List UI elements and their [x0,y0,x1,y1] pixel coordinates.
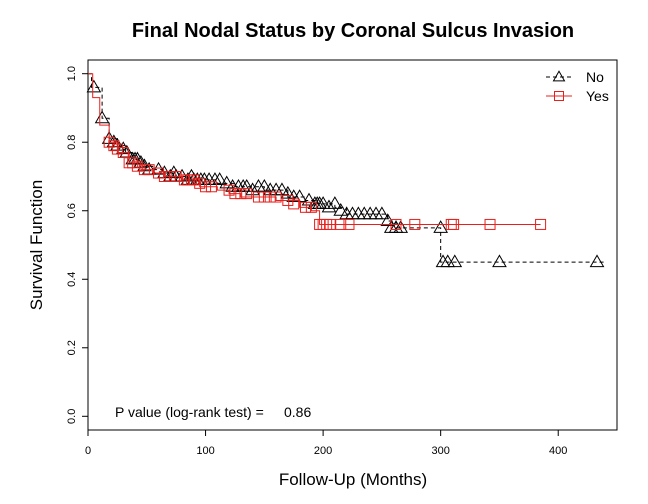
censor-mark [324,218,336,230]
y-tick-label: 0.6 [66,203,78,218]
series-yes [88,73,547,230]
legend-item-yes: Yes [546,88,609,104]
censor-mark [299,201,311,213]
censor-mark [433,220,449,233]
censor-mark [117,147,129,158]
censor-mark [447,254,463,268]
censor-mark [131,160,143,172]
survival-curve-no [88,73,606,263]
censor-mark [219,175,235,189]
censor-mark [409,218,421,230]
censor-mark [448,218,460,230]
censor-mark [194,177,206,189]
censor-mark [305,201,317,213]
legend-label: Yes [586,88,609,104]
censor-mark [86,79,102,93]
y-tick-label: 1.0 [66,66,78,81]
x-axis: 0 100 200 300 400 [85,430,567,457]
y-axis: 0.0 0.2 0.4 0.6 0.8 1.0 [66,66,88,424]
censor-mark [374,206,390,220]
censor-mark [205,181,217,193]
censor-mark [270,191,282,203]
censor-mark [158,170,170,182]
censor-mark [241,188,253,200]
x-tick-label: 400 [549,445,567,457]
censor-mark [484,218,496,230]
censor-mark [315,196,331,209]
pvalue-value: 0.86 [284,404,311,420]
censor-mark [212,172,228,185]
y-tick-label: 0.8 [66,135,78,150]
censor-mark [153,167,165,179]
censor-mark [108,140,120,152]
censor-mark [239,178,255,192]
series-layer [86,73,606,268]
censor-mark [589,254,605,268]
censor-mark [111,143,123,155]
censor-mark [333,202,349,216]
censor-mark [164,170,176,182]
censor-mark [143,164,155,176]
y-axis-label: Survival Function [27,180,46,310]
censor-mark [321,199,337,213]
censor-mark [288,198,300,210]
legend-marker [552,70,566,82]
censor-mark [327,196,343,209]
x-tick-label: 100 [196,445,214,457]
censor-mark [229,188,241,200]
censor-mark [223,184,235,196]
censor-mark [335,218,347,230]
censor-mark [301,192,317,206]
series-no [86,73,606,268]
censor-mark [235,188,247,200]
chart-title: Final Nodal Status by Coronal Sulcus Inv… [132,20,574,42]
y-tick-label: 0.4 [66,272,78,287]
censor-mark [94,110,110,124]
y-tick-label: 0.2 [66,340,78,355]
censor-mark [435,254,451,268]
censor-mark [170,170,182,182]
censor-mark [256,178,272,192]
legend-marker [554,91,564,101]
x-tick-label: 200 [314,445,332,457]
legend-item-no: No [546,69,604,85]
legend: No Yes [546,69,609,104]
x-axis-label: Follow-Up (Months) [279,470,427,489]
plot-frame [87,59,618,431]
pvalue-label: P value (log-rank test) = [115,404,264,420]
censor-mark [274,182,290,196]
censor-mark [282,194,294,206]
censor-mark [188,174,200,186]
censor-mark [535,218,547,230]
legend-label: No [586,69,604,85]
x-tick-label: 0 [85,445,91,457]
survival-curve-yes [88,73,541,225]
censor-mark [200,181,212,193]
censor-mark [264,191,276,203]
censor-mark [280,185,296,199]
censor-mark [390,218,402,230]
x-tick-label: 300 [431,445,449,457]
censor-mark [258,191,270,203]
censor-mark [440,254,456,268]
censor-mark [343,218,355,230]
censor-mark [393,220,409,233]
censor-mark [252,191,264,203]
y-tick-label: 0.0 [66,409,78,424]
censor-mark [492,254,507,268]
